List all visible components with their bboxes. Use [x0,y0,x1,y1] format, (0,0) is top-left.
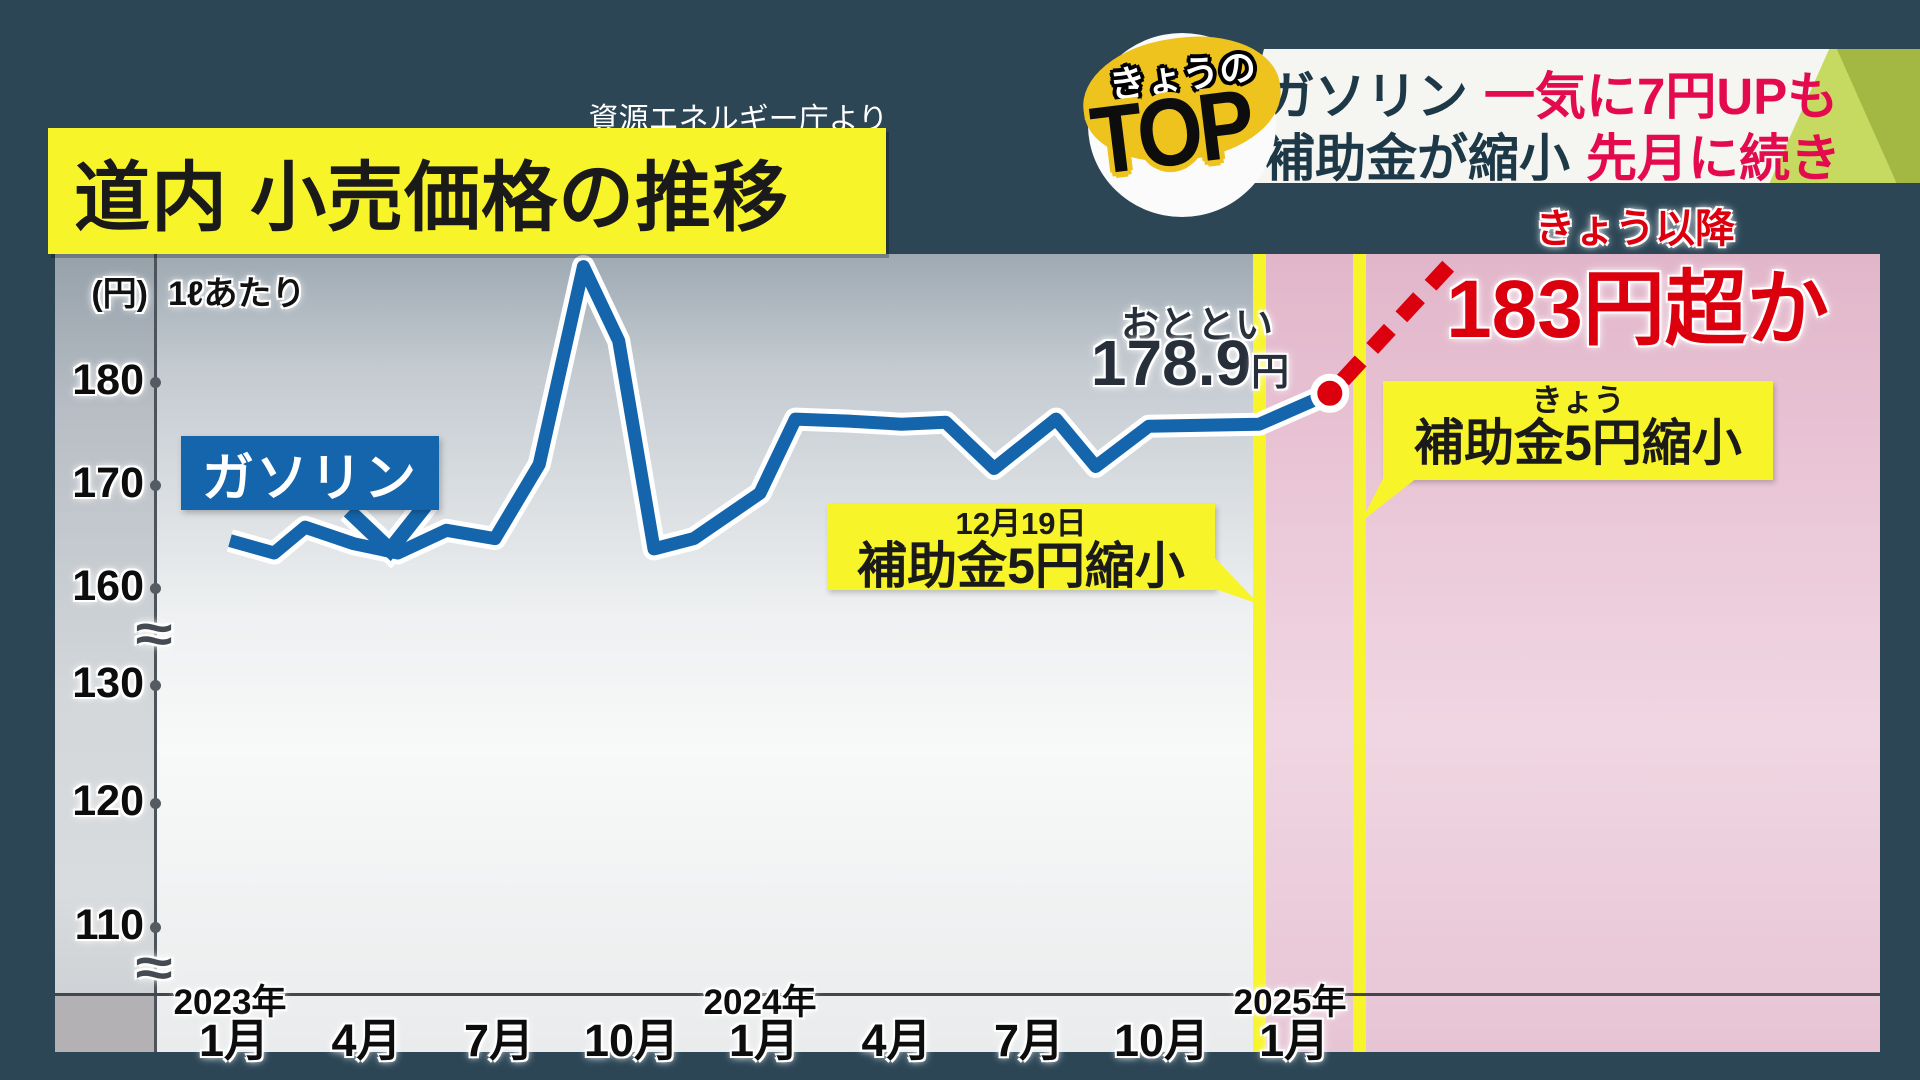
event-callout-december: 12月19日 補助金5円縮小 [827,504,1215,594]
y-tick-label: 120 [72,777,144,825]
y-tick-label: 160 [72,562,144,610]
chart-title: 道内 小売価格の推移 [74,156,790,241]
event-text: 補助金5円縮小 [1414,415,1742,471]
y-tick-dot [150,798,161,809]
x-tick-month-label: 1月 [1259,1015,1330,1066]
forecast-dashed-line [1337,256,1458,386]
y-axis-gutter [55,254,156,1052]
event-callout-today: きょう 補助金5円縮小 [1383,381,1773,480]
event-date: 12月19日 [955,506,1087,541]
y-tick-label: 130 [72,659,144,707]
axis-break-upper: ≈ [135,604,173,664]
y-axis-unit-label: (円) [91,275,148,313]
y-tick-dot [150,480,161,491]
latest-price-number: 178.9 [1090,327,1252,399]
event-text: 補助金5円縮小 [857,538,1185,594]
headline-line2-red: 先月に続き [1586,130,1842,183]
y-tick-dot [150,922,161,933]
y-tick-dot [150,377,161,388]
headline-line2-dark: 補助金が縮小 [1264,130,1571,183]
subsidy-cut-today-vline [1353,254,1366,1052]
x-tick-month-label: 1月 [729,1015,800,1066]
subsidy-cut-dec-vline [1253,254,1266,1052]
top-badge-main-label: TOP [1085,69,1257,196]
x-tick-month-label: 1月 [198,1015,270,1066]
series-label: ガソリン [201,449,418,508]
x-tick-month-label: 4月 [861,1015,932,1066]
x-tick-year-label: 2025年 [1233,983,1347,1022]
axis-break-lower: ≈ [135,938,173,998]
headline-line-1: ガソリン 一気に7円UPも [1264,55,1914,129]
x-tick-month-label: 10月 [583,1015,680,1066]
y-tick-label: 170 [72,459,144,507]
headline-line-2: 補助金が縮小 先月に続き [1264,117,1914,183]
latest-price-value: 178.9円 [1040,326,1340,400]
y-tick-label: 180 [72,356,144,404]
y-axis-line [154,254,157,1052]
headline-line1-red: 一気に7円UPも [1484,68,1839,125]
series-pointer-chevron [343,497,434,562]
y-tick-dot [150,583,161,594]
x-tick-month-label: 7月 [464,1015,535,1066]
forecast-date-label: きょう以降 [1535,207,1735,251]
axis-corner-block [55,995,156,1052]
x-axis-line [55,993,1880,996]
chart-title-box: 道内 小売価格の推移 [48,128,886,254]
headline-band: ガソリン 一気に7円UPも 補助金が縮小 先月に続き [1228,49,1920,183]
latest-date-label: おととい [1120,305,1273,347]
latest-price-unit: 円 [1251,352,1290,394]
forecast-price-text: 183円超か [1446,264,1829,355]
latest-point-dot [1310,373,1350,413]
y-tick-label: 110 [74,901,144,949]
headline-line1-dark: ガソリン [1264,68,1469,125]
event-date: きょう [1531,383,1625,418]
x-tick-month-label: 4月 [331,1015,402,1066]
per-liter-note: 1ℓあたり [168,275,306,313]
x-tick-month-label: 7月 [994,1015,1065,1066]
series-label-box: ガソリン [181,436,439,510]
x-tick-month-label: 10月 [1114,1015,1210,1066]
y-tick-dot [150,680,161,691]
x-tick-year-label: 2024年 [703,983,817,1022]
x-tick-year-label: 2023年 [173,983,287,1022]
